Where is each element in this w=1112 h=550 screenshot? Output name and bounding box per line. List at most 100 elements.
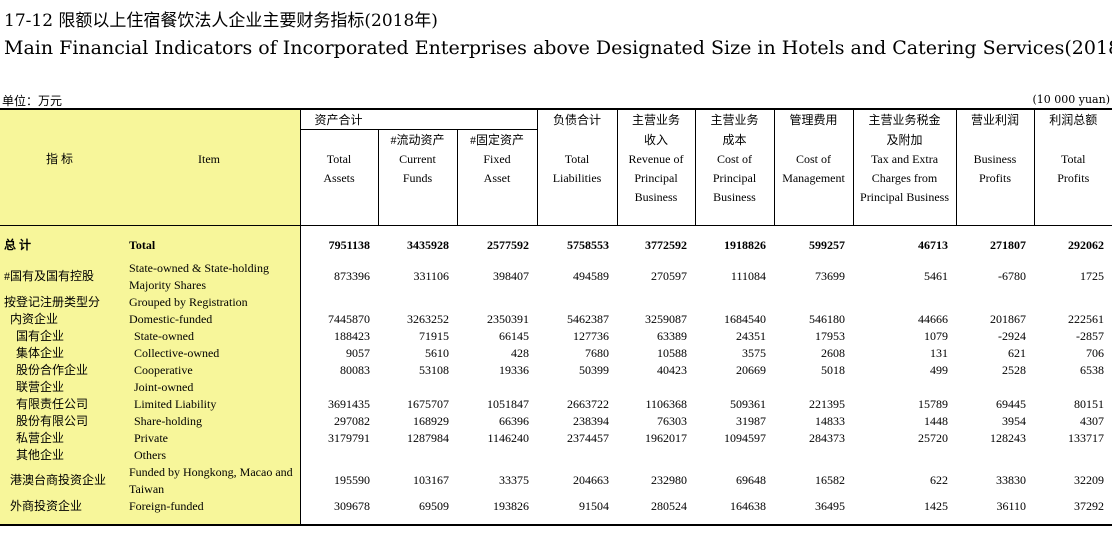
cell-value: 53108 bbox=[419, 362, 449, 377]
cell-value: 128243 bbox=[990, 430, 1027, 445]
cell-value bbox=[300, 379, 378, 396]
row-label-cn: 港澳台商投资企业 bbox=[0, 463, 126, 498]
cell-value: 3259087 bbox=[645, 311, 688, 326]
cell-value: 164638 bbox=[730, 498, 767, 513]
cell-value: 14833 bbox=[815, 413, 846, 428]
cell-value: 201867 bbox=[990, 311, 1027, 326]
header-total-liabilities: Total Liabilities bbox=[537, 129, 618, 226]
cell-value: 7951138 bbox=[328, 238, 370, 252]
cell-value: 63389 bbox=[657, 328, 688, 343]
cell-value bbox=[956, 379, 1034, 396]
header-management-cost: Cost of Management bbox=[774, 129, 854, 226]
stub-header-chinese bbox=[0, 108, 126, 130]
cell-value: 2528 bbox=[1002, 362, 1027, 377]
cell-value: 10588 bbox=[657, 345, 688, 360]
table-row: 港澳台商投资企业 Funded by Hongkong, Macao and T… bbox=[0, 463, 1112, 498]
cell-value: 69445 bbox=[996, 396, 1027, 411]
cell-value: 232980 bbox=[651, 473, 688, 487]
cell-value: 1448 bbox=[924, 413, 949, 428]
item-header: Item bbox=[126, 129, 301, 226]
row-label-cn: 有限责任公司 bbox=[0, 395, 126, 413]
table-row: #国有及国有控股 State-owned & State-holding Maj… bbox=[0, 259, 1112, 294]
cell-value: -2924 bbox=[998, 328, 1027, 343]
header-col-cn1: 利润总额 bbox=[1034, 108, 1112, 130]
cell-value: 6538 bbox=[1080, 362, 1105, 377]
row-label-en: Cooperative bbox=[126, 361, 301, 379]
table-row: 外商投资企业 Foreign-funded 309678 69509 19382… bbox=[0, 497, 1112, 515]
cell-value: 73699 bbox=[815, 269, 846, 283]
spacer-cell bbox=[695, 514, 775, 526]
cell-value: 103167 bbox=[413, 473, 449, 487]
spacer-cell bbox=[956, 514, 1035, 526]
header-fixed-asset: #固定资产 Fixed Asset bbox=[457, 129, 538, 226]
table-row: 联营企业 Joint-owned bbox=[0, 378, 1112, 396]
cell-value bbox=[695, 294, 774, 311]
spacer-cell bbox=[300, 514, 378, 526]
cell-value: 271807 bbox=[990, 238, 1027, 252]
cell-value bbox=[537, 447, 617, 464]
cell-value bbox=[1034, 379, 1112, 396]
cell-value: 1725 bbox=[1080, 269, 1105, 283]
table-row: 按登记注册类型分 Grouped by Registration bbox=[0, 293, 1112, 311]
cell-value: 24351 bbox=[736, 328, 767, 343]
row-label-en: Funded by Hongkong, Macao and Taiwan bbox=[126, 463, 301, 498]
table-row-total: 总 计 Total 7951138 3435928 2577592 575855… bbox=[0, 225, 1112, 260]
cell-value: 20669 bbox=[736, 362, 767, 377]
header-col-cn1: 营业利润 bbox=[956, 108, 1035, 130]
cell-value: 5758553 bbox=[567, 238, 610, 252]
spacer-cell bbox=[1034, 514, 1112, 526]
cell-value bbox=[300, 294, 378, 311]
cell-value bbox=[1034, 294, 1112, 311]
cell-value: 46713 bbox=[918, 238, 949, 252]
cell-value: 706 bbox=[1086, 345, 1105, 360]
cell-value: 2374457 bbox=[567, 430, 610, 445]
cell-value: 599257 bbox=[809, 238, 846, 252]
cell-value: 2608 bbox=[821, 345, 846, 360]
table-row: 股份有限公司 Share-holding 297082 168929 66396… bbox=[0, 412, 1112, 430]
cell-value: 111084 bbox=[730, 269, 767, 283]
row-label-en: Domestic-funded bbox=[126, 310, 301, 328]
spacer-cell bbox=[457, 514, 538, 526]
row-label-cn: 按登记注册类型分 bbox=[0, 293, 126, 311]
row-label-en: Private bbox=[126, 429, 301, 447]
cell-value: 309678 bbox=[334, 498, 370, 513]
cell-value: 31987 bbox=[736, 413, 767, 428]
header-tax-charges: 及附加 Tax and Extra Charges from Principal Bu… bbox=[853, 129, 957, 226]
cell-value: 71915 bbox=[419, 328, 449, 343]
row-label-en: Total bbox=[126, 225, 301, 260]
cell-value: 622 bbox=[930, 473, 949, 487]
cell-value: 2577592 bbox=[487, 238, 530, 252]
cell-value bbox=[774, 447, 853, 464]
header-total-profits: Total Profits bbox=[1034, 129, 1112, 226]
cell-value: 5610 bbox=[425, 345, 449, 360]
cell-value: 33375 bbox=[499, 473, 530, 487]
cell-value: 222561 bbox=[1068, 311, 1105, 326]
cell-value: 195590 bbox=[334, 473, 370, 487]
row-label-en: State-owned & State-holding Majority Sha… bbox=[126, 259, 301, 294]
cell-value: 1675707 bbox=[407, 396, 449, 411]
header-col-cn1: 主营业务税金 bbox=[853, 108, 957, 130]
cell-value bbox=[378, 294, 457, 311]
cell-value: 66396 bbox=[499, 413, 530, 428]
cell-value bbox=[300, 447, 378, 464]
cell-value bbox=[537, 379, 617, 396]
cell-value: 36495 bbox=[815, 498, 846, 513]
cell-value: 398407 bbox=[493, 269, 530, 283]
cell-value: 127736 bbox=[573, 328, 610, 343]
cell-value: 131 bbox=[930, 345, 949, 360]
cell-value: 5462387 bbox=[567, 311, 610, 326]
cell-value: 238394 bbox=[573, 413, 610, 428]
row-label-en: Others bbox=[126, 446, 301, 464]
cell-value: 80083 bbox=[340, 362, 370, 377]
cell-value: 1146240 bbox=[487, 430, 530, 445]
cell-value: 3179791 bbox=[328, 430, 370, 445]
cell-value: 15789 bbox=[918, 396, 949, 411]
cell-value: 509361 bbox=[730, 396, 767, 411]
header-current-funds: #流动资产 Current Funds bbox=[378, 129, 458, 226]
table-row: 其他企业 Others bbox=[0, 446, 1112, 464]
stub-header-english bbox=[126, 108, 301, 130]
row-label-cn: 集体企业 bbox=[0, 344, 126, 362]
header-cost: 成本 Cost of Principal Business bbox=[695, 129, 775, 226]
cell-value: 50399 bbox=[579, 362, 610, 377]
row-label-cn: 股份有限公司 bbox=[0, 412, 126, 430]
